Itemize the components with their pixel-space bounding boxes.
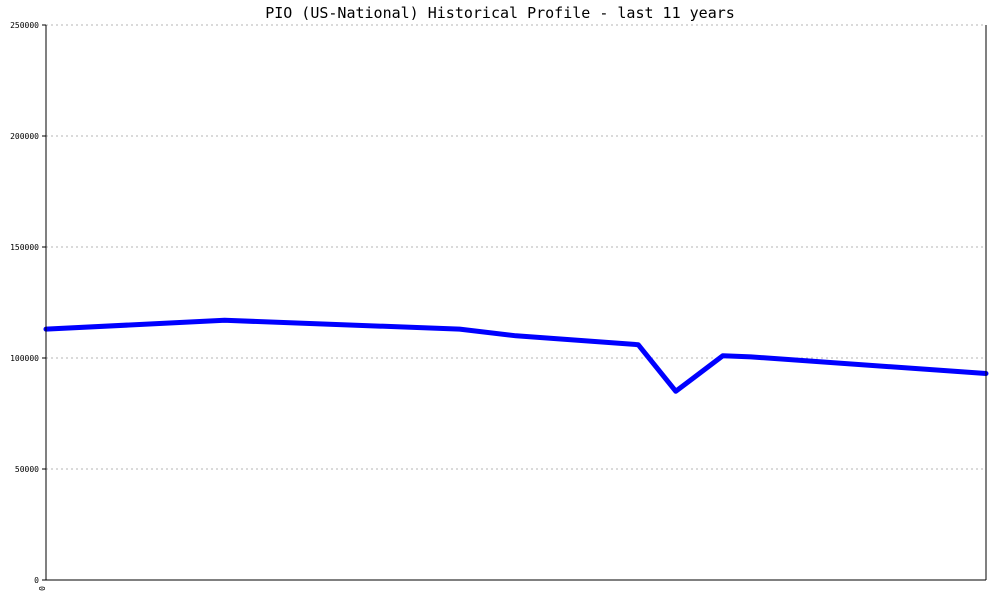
grid [46,24,986,470]
series-layer [43,317,989,394]
y-tick-label: 150000 [10,243,39,252]
y-tick-label: 0 [34,576,39,585]
tick-labels: 0 50000 100000 150000 200000 250000 0 [10,21,47,591]
y-tick-label: 250000 [10,21,39,30]
y-tick-label: 50000 [15,465,39,474]
chart-title: PIO (US-National) Historical Profile - l… [265,4,735,22]
axes [42,24,987,581]
series-line [43,317,989,394]
y-tick-label: 100000 [10,354,39,363]
y-tick-label: 200000 [10,132,39,141]
x-tick-label: 0 [38,586,47,591]
